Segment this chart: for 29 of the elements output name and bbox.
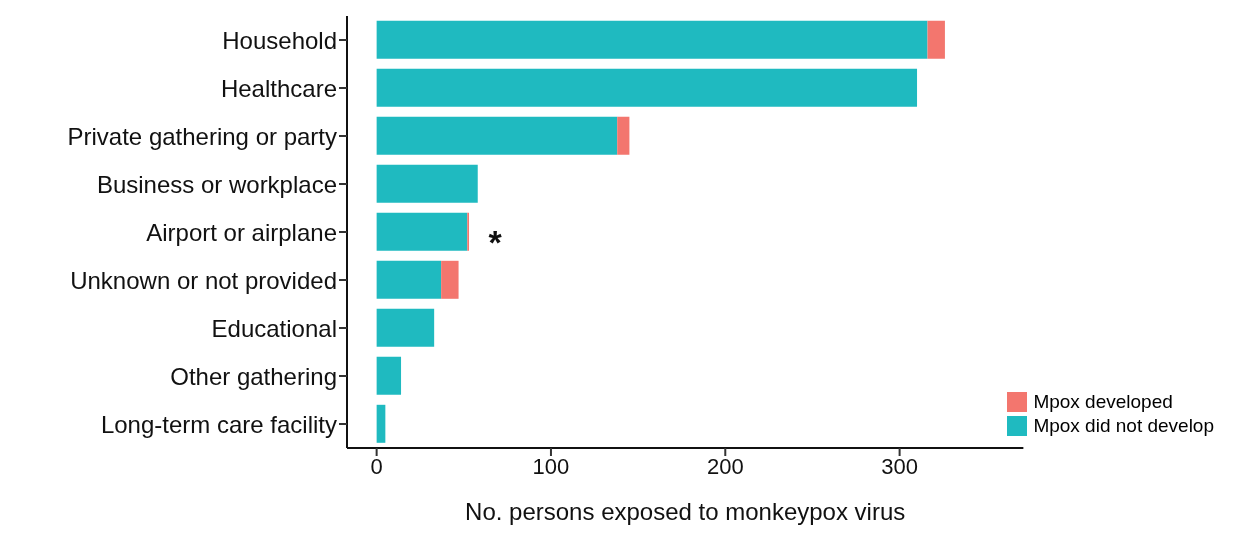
bar: [376, 356, 402, 395]
x-tick-label: 0: [370, 453, 383, 479]
x-tick-label: 200: [706, 453, 744, 479]
y-tick-label: Private gathering or party: [67, 122, 337, 150]
y-tick-label: Healthcare: [220, 74, 337, 102]
y-tick-label: Other gathering: [170, 362, 337, 390]
bar: [376, 68, 918, 107]
y-tick-label: Business or workplace: [96, 170, 337, 198]
y-tick-label: Educational: [211, 314, 337, 342]
bar: [441, 260, 459, 299]
bar: [376, 116, 618, 155]
legend-label: Mpox did not develop: [1033, 414, 1214, 438]
bar: [617, 116, 630, 155]
bar: [376, 164, 478, 203]
bar: [376, 212, 468, 251]
y-tick-label: Household: [222, 26, 337, 54]
legend-label: Mpox developed: [1033, 390, 1173, 414]
y-tick-label: Long-term care facility: [100, 410, 337, 438]
x-tick-label: 100: [532, 453, 570, 479]
bar: [376, 260, 442, 299]
x-axis-title: No. persons exposed to monkeypox virus: [465, 498, 906, 525]
annotation: *: [488, 223, 503, 262]
y-tick-label: Unknown or not provided: [70, 266, 337, 294]
bar: [376, 20, 928, 59]
y-tick-label: Airport or airplane: [146, 218, 337, 246]
bar: [927, 20, 945, 59]
bar: [376, 308, 435, 347]
bar: [376, 404, 386, 443]
x-tick-label: 300: [881, 453, 918, 479]
